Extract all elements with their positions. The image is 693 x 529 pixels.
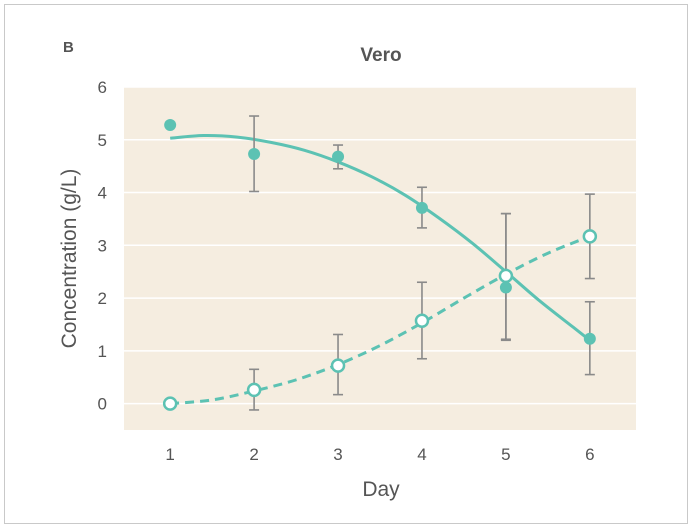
data-point-s2-4 [414,313,430,329]
x-tick-label-5: 5 [501,445,510,464]
chart-title: Vero [360,45,401,66]
data-point-s1-3 [332,150,345,163]
fit-curves [170,134,591,406]
plot-area [124,87,636,430]
x-tick-label-2: 2 [249,445,258,464]
y-tick-label-0: 0 [98,395,107,414]
grid-lines [124,86,636,405]
x-axis-ticks: 1 2 3 4 5 6 [165,445,594,464]
data-point-s2-3 [330,358,346,373]
y-tick-label-5: 5 [98,131,107,150]
y-tick-label-2: 2 [98,289,107,308]
data-point-s1-5 [499,281,512,294]
fit-curve-series-1 [170,134,591,342]
data-points [162,118,598,411]
panel-label: B [63,39,74,56]
data-point-s1-2 [248,148,261,161]
y-tick-label-4: 4 [98,184,107,203]
y-tick-label-3: 3 [98,236,107,255]
x-tick-label-1: 1 [165,445,174,464]
data-point-s2-1 [162,396,178,411]
x-tick-label-3: 3 [333,445,342,464]
data-point-s1-4 [415,201,428,214]
data-point-s2-6 [582,229,598,244]
x-tick-label-4: 4 [417,445,426,464]
x-axis-label: Day [362,478,400,501]
fit-curve-series-2 [170,234,591,406]
y-axis-ticks: 0 1 2 3 4 5 6 [98,78,107,414]
x-tick-label-6: 6 [585,445,594,464]
y-tick-label-6: 6 [98,78,107,97]
data-point-s1-1 [164,118,177,131]
data-point-s2-2 [246,382,262,398]
y-axis-label: Concentration (g/L) [58,169,81,349]
y-tick-label-1: 1 [98,342,107,361]
data-point-s1-6 [583,332,596,345]
data-point-s2-5 [498,268,514,284]
